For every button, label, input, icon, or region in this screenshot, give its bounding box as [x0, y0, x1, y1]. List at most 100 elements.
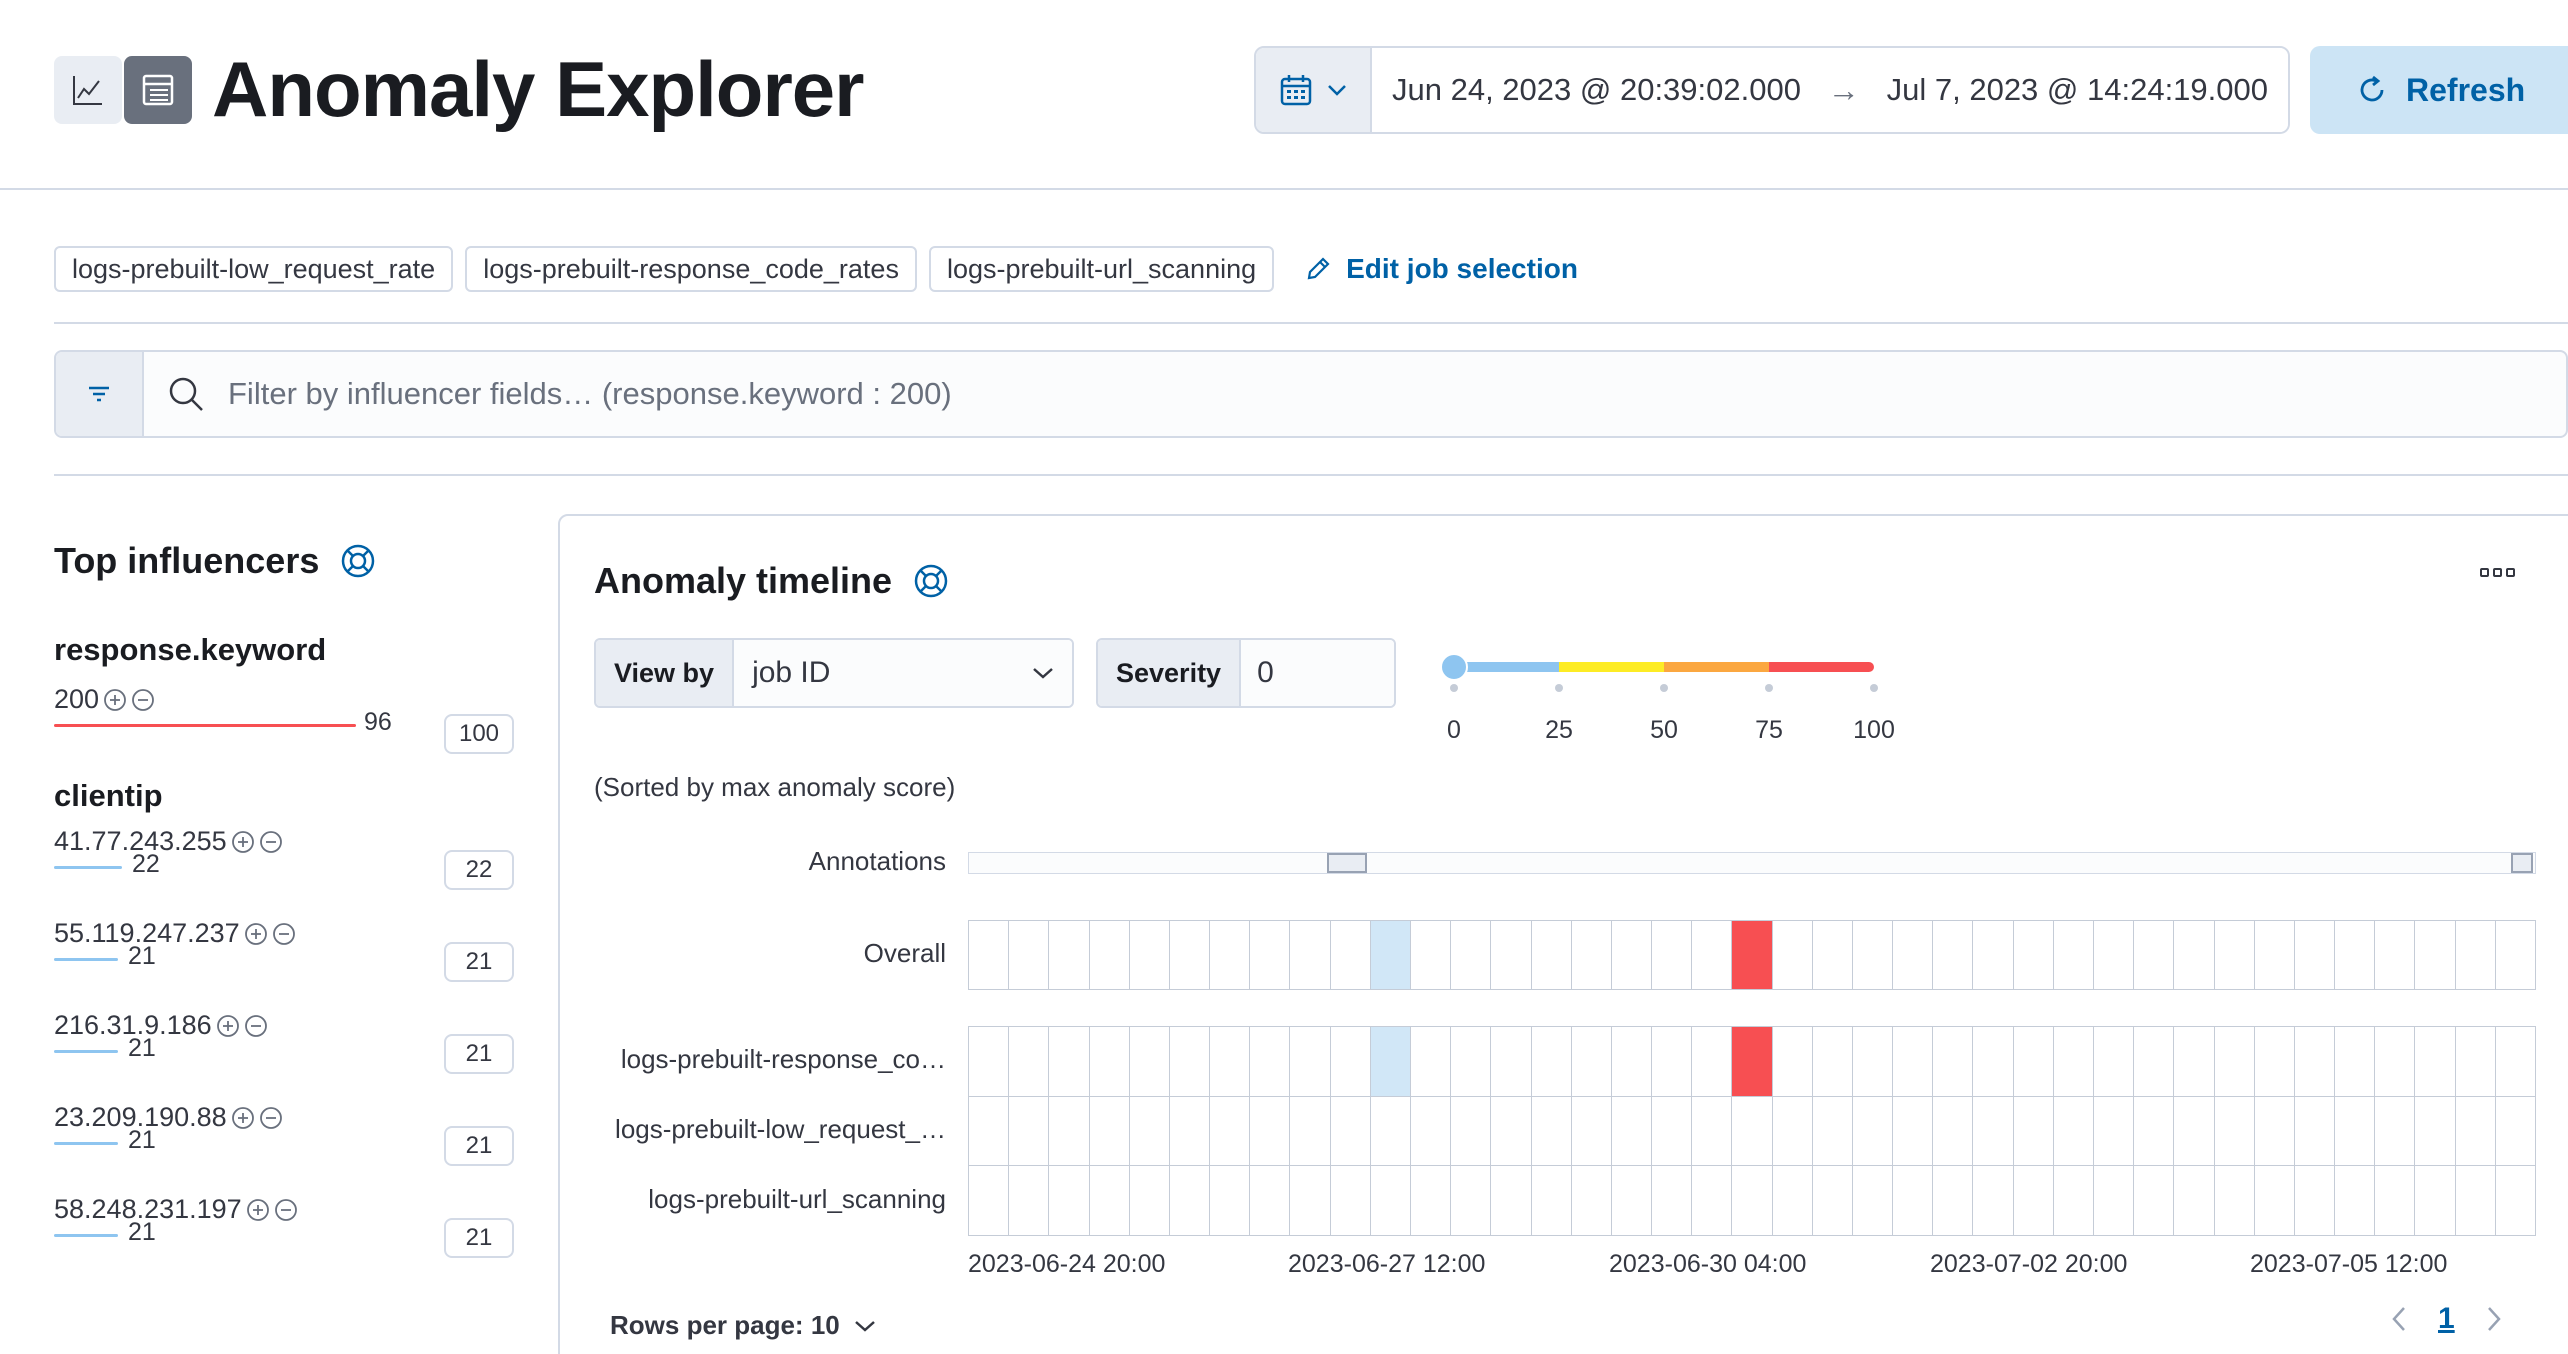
swimlane-cell[interactable] [2495, 1166, 2536, 1236]
swimlane-cell[interactable] [2375, 921, 2416, 990]
minus-in-circle-icon[interactable] [131, 688, 155, 712]
swimlane-cell[interactable] [1611, 1027, 1653, 1097]
swimlane-cell[interactable] [1089, 1027, 1130, 1097]
swimlane-cell[interactable] [1692, 921, 1733, 990]
swimlane-cell[interactable] [1611, 921, 1653, 990]
swimlane-cell[interactable] [1451, 1166, 1492, 1236]
swimlane-cell[interactable] [1210, 1027, 1251, 1097]
swimlane-cell[interactable] [1893, 1166, 1934, 1236]
swimlane-cell[interactable] [1652, 1096, 1693, 1167]
swimlane-cell[interactable] [1451, 1027, 1492, 1097]
swimlane-cell[interactable] [1812, 921, 1853, 990]
swimlane-cell[interactable] [1571, 921, 1612, 990]
swimlane-cell[interactable] [1129, 1027, 1170, 1097]
overall-swimlane[interactable] [968, 920, 2536, 990]
swimlane-cell[interactable] [1692, 1096, 1733, 1167]
chevron-left-icon[interactable] [2390, 1305, 2408, 1333]
swimlane-cell[interactable] [1250, 1166, 1291, 1236]
swimlane-cell[interactable] [1009, 1096, 1050, 1167]
swimlane-cell[interactable] [2214, 1166, 2255, 1236]
swimlane-cell[interactable] [1652, 921, 1693, 990]
swimlane-cell[interactable] [2254, 1166, 2295, 1236]
swimlane-cell[interactable] [1370, 921, 1411, 990]
swimlane-cell[interactable] [2053, 1096, 2095, 1167]
severity-slider[interactable]: 0 25 50 75 100 [1440, 632, 1900, 744]
job-swimlanes[interactable] [968, 1026, 2536, 1236]
swimlane-cell[interactable] [1049, 921, 1090, 990]
swimlane-cell[interactable] [1169, 1096, 1211, 1167]
swimlane-cell[interactable] [1973, 1166, 2014, 1236]
swimlane-cell[interactable] [2094, 1096, 2135, 1167]
swimlane-cell[interactable] [1852, 921, 1894, 990]
swimlane-cell[interactable] [2174, 921, 2215, 990]
swimlane-cell[interactable] [1089, 1096, 1130, 1167]
swimlane-cell[interactable] [1049, 1166, 1090, 1236]
annotation-marker[interactable] [2511, 853, 2533, 873]
swimlane-cell[interactable] [2094, 1027, 2135, 1097]
swimlane-cell[interactable] [1370, 1096, 1411, 1167]
swimlane-cell[interactable] [2415, 1166, 2456, 1236]
swimlane-cell[interactable] [2134, 1027, 2175, 1097]
swimlane-cell[interactable] [1933, 1027, 1974, 1097]
swimlane-cell[interactable] [1250, 1096, 1291, 1167]
swimlane-cell[interactable] [1169, 921, 1211, 990]
swimlane-cell[interactable] [1410, 921, 1452, 990]
swimlane-cell[interactable] [1290, 1027, 1331, 1097]
swimlane-cell[interactable] [1973, 1096, 2014, 1167]
swimlane-cell[interactable] [969, 921, 1010, 990]
minus-in-circle-icon[interactable] [272, 922, 296, 946]
swimlane-cell[interactable] [1250, 921, 1291, 990]
swimlane-cell[interactable] [1210, 1096, 1251, 1167]
swimlane-cell[interactable] [1491, 1096, 1532, 1167]
swimlane-cell[interactable] [2415, 1096, 2456, 1167]
swimlane-cell[interactable] [1290, 1096, 1331, 1167]
swimlane-cell[interactable] [1893, 921, 1934, 990]
swimlane-cell[interactable] [1692, 1166, 1733, 1236]
swimlane-cell[interactable] [1933, 921, 1974, 990]
swimlane-cell[interactable] [2053, 1027, 2095, 1097]
swimlane-cell[interactable] [1933, 1166, 1974, 1236]
swimlane-cell[interactable] [2254, 921, 2295, 990]
swimlane-cell[interactable] [1330, 1027, 1371, 1097]
swimlane-cell[interactable] [1330, 1166, 1371, 1236]
swimlane-cell[interactable] [2375, 1027, 2416, 1097]
swimlane-cell[interactable] [1330, 921, 1371, 990]
swimlane-cell[interactable] [1772, 921, 1813, 990]
swimlane-cell[interactable] [1893, 1096, 1934, 1167]
swimlane-cell[interactable] [969, 1096, 1010, 1167]
swimlane-cell[interactable] [1009, 921, 1050, 990]
swimlane-cell[interactable] [1772, 1166, 1813, 1236]
swimlane-cell[interactable] [1491, 1027, 1532, 1097]
plus-in-circle-icon[interactable] [246, 1198, 270, 1222]
job-badge[interactable]: logs-prebuilt-low_request_rate [54, 246, 454, 292]
swimlane-cell[interactable] [1009, 1166, 1050, 1236]
swimlane-cell[interactable] [2455, 921, 2496, 990]
swimlane-cell[interactable] [1933, 1096, 1974, 1167]
severity-input[interactable]: Severity 0 [1096, 638, 1396, 708]
swimlane-cell[interactable] [1531, 1166, 1572, 1236]
refresh-button[interactable]: Refresh [2310, 46, 2568, 134]
swimlane-cell[interactable] [1732, 1166, 1773, 1236]
anomaly-explorer-button[interactable] [124, 56, 192, 124]
help-icon[interactable] [912, 562, 950, 600]
swimlane-cell[interactable] [2214, 1096, 2255, 1167]
swimlane-cell[interactable] [1732, 921, 1773, 990]
swimlane-cell[interactable] [1772, 1096, 1813, 1167]
plus-in-circle-icon[interactable] [231, 830, 255, 854]
swimlane-cell[interactable] [1410, 1027, 1452, 1097]
swimlane-cell[interactable] [2013, 1166, 2054, 1236]
swimlane-cell[interactable] [1129, 921, 1170, 990]
swimlane-cell[interactable] [2294, 1027, 2336, 1097]
swimlane-cell[interactable] [1049, 1027, 1090, 1097]
chevron-right-icon[interactable] [2485, 1305, 2503, 1333]
severity-value[interactable]: 0 [1241, 640, 1394, 706]
swimlane-cell[interactable] [2094, 921, 2135, 990]
swimlane-cell[interactable] [1812, 1096, 1853, 1167]
minus-in-circle-icon[interactable] [259, 1106, 283, 1130]
view-by-select[interactable]: View by job ID [594, 638, 1074, 708]
swimlane-cell[interactable] [1250, 1027, 1291, 1097]
swimlane-cell[interactable] [2335, 1027, 2376, 1097]
annotation-marker[interactable] [1327, 853, 1367, 873]
swimlane-cell[interactable] [1129, 1166, 1170, 1236]
plus-in-circle-icon[interactable] [244, 922, 268, 946]
